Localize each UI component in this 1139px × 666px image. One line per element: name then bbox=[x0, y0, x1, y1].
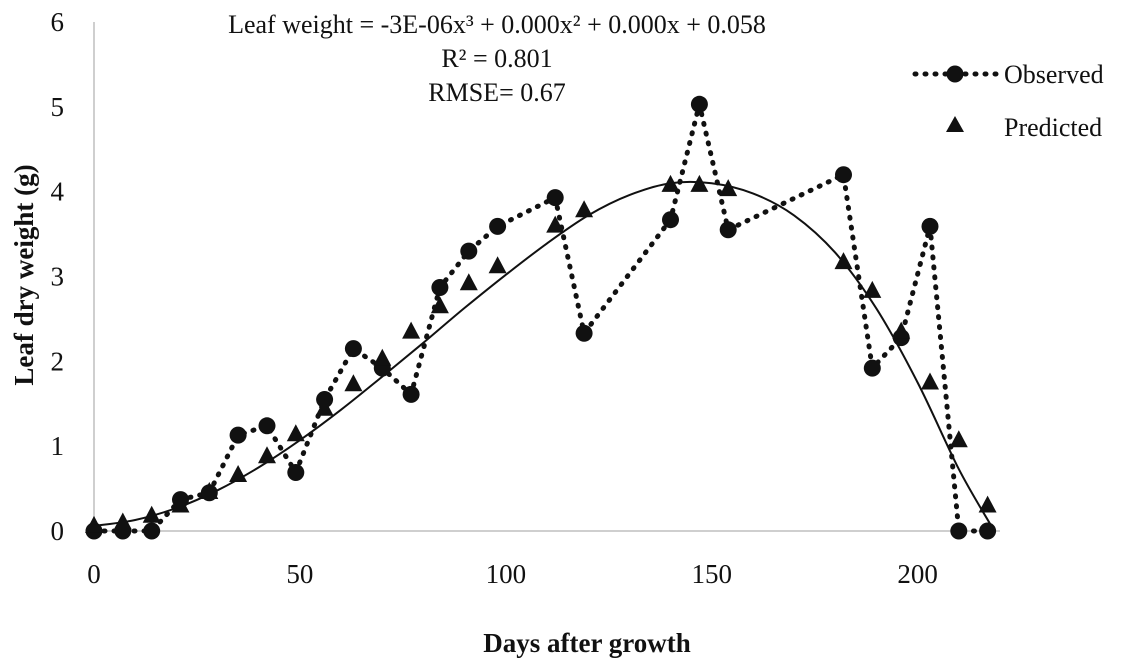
y-tick-label: 6 bbox=[51, 7, 65, 37]
observed-point bbox=[950, 522, 968, 540]
predicted-point bbox=[229, 465, 248, 482]
predicted-point bbox=[949, 430, 968, 448]
annotation-r2: R² = 0.801 bbox=[441, 44, 552, 73]
predicted-point bbox=[921, 372, 939, 390]
legend-predicted-marker bbox=[946, 116, 964, 132]
observed-point bbox=[979, 522, 997, 540]
legend-observed-label: Observed bbox=[1004, 60, 1104, 89]
annotation-equation: Leaf weight = -3E-06x³ + 0.000x² + 0.000… bbox=[228, 10, 766, 39]
trend-line bbox=[93, 180, 993, 528]
observed-point bbox=[344, 340, 362, 358]
predicted-point bbox=[344, 374, 363, 392]
predicted-point bbox=[978, 495, 997, 513]
observed-point bbox=[921, 217, 939, 235]
observed-point bbox=[575, 324, 593, 342]
predicted-point bbox=[142, 505, 161, 523]
trend-line-layer bbox=[93, 180, 993, 528]
observed-line bbox=[91, 101, 991, 534]
observed-point bbox=[229, 426, 247, 444]
predicted-point bbox=[315, 398, 334, 416]
predicted-point bbox=[200, 482, 219, 499]
y-tick-label: 3 bbox=[51, 262, 65, 292]
predicted-point bbox=[258, 446, 276, 464]
predicted-point bbox=[373, 348, 392, 366]
observed-point bbox=[143, 522, 161, 540]
predicted-point bbox=[85, 515, 103, 533]
observed-point bbox=[690, 95, 708, 113]
observed-point bbox=[719, 221, 737, 239]
predicted-point bbox=[661, 174, 680, 192]
predicted-point bbox=[690, 174, 709, 192]
predicted-point bbox=[834, 252, 853, 270]
predicted-point bbox=[575, 200, 594, 218]
observed-point bbox=[546, 189, 564, 207]
observed-point bbox=[287, 464, 305, 481]
annotation-rmse: RMSE= 0.67 bbox=[428, 78, 565, 107]
x-tick-label: 150 bbox=[691, 559, 732, 589]
x-tick-labels: 0 50 100 150 200 bbox=[87, 559, 938, 589]
y-tick-label: 5 bbox=[51, 92, 65, 122]
observed-point bbox=[258, 417, 276, 435]
predicted-point bbox=[171, 495, 190, 513]
legend: Observed Predicted bbox=[912, 60, 1104, 142]
y-tick-label: 0 bbox=[51, 516, 65, 546]
y-axis-title: Leaf dry weight (g) bbox=[9, 164, 39, 385]
predicted-series bbox=[85, 174, 997, 533]
x-tick-label: 100 bbox=[486, 559, 527, 589]
predicted-point bbox=[488, 256, 507, 274]
y-tick-labels: 0 1 2 3 4 5 6 bbox=[51, 7, 65, 546]
predicted-point bbox=[113, 512, 132, 530]
predicted-point bbox=[892, 321, 911, 339]
predicted-point bbox=[719, 179, 738, 197]
x-tick-label: 0 bbox=[87, 559, 101, 589]
y-tick-label: 1 bbox=[51, 431, 65, 461]
predicted-point bbox=[459, 273, 478, 291]
predicted-point bbox=[286, 424, 305, 442]
observed-point bbox=[431, 279, 449, 296]
y-tick-label: 4 bbox=[51, 177, 65, 207]
observed-series bbox=[85, 95, 997, 540]
axes bbox=[93, 22, 1000, 532]
x-tick-label: 50 bbox=[286, 559, 313, 589]
observed-point bbox=[460, 242, 478, 260]
predicted-point bbox=[402, 321, 421, 339]
legend-observed-marker bbox=[946, 65, 964, 83]
observed-point bbox=[863, 359, 881, 377]
predicted-point bbox=[430, 296, 449, 314]
x-axis-title: Days after growth bbox=[483, 628, 690, 658]
x-tick-label: 200 bbox=[897, 559, 938, 589]
predicted-point bbox=[863, 280, 882, 298]
legend-predicted-label: Predicted bbox=[1004, 113, 1102, 142]
predicted-point bbox=[546, 215, 565, 233]
observed-point bbox=[835, 166, 852, 184]
observed-point bbox=[402, 385, 420, 403]
observed-point bbox=[489, 217, 507, 235]
observed-point bbox=[662, 211, 679, 229]
y-tick-label: 2 bbox=[51, 346, 65, 376]
